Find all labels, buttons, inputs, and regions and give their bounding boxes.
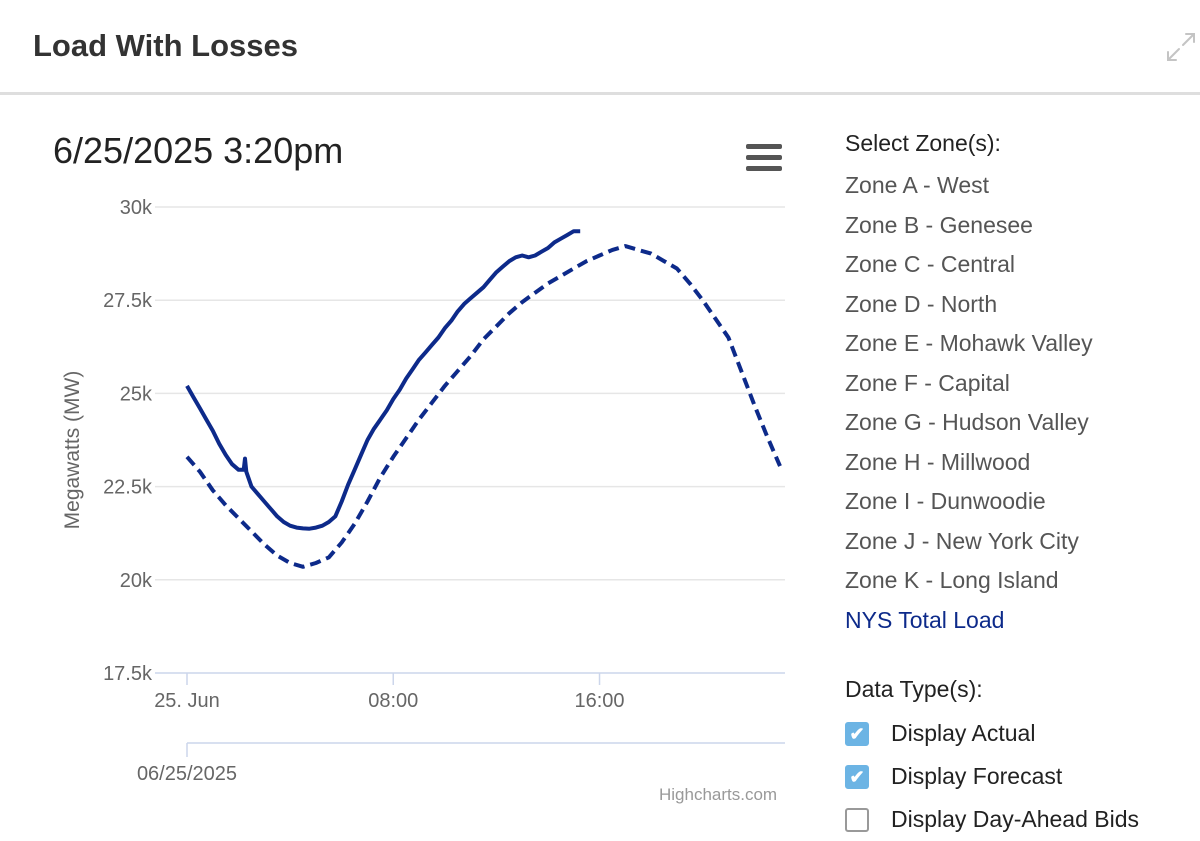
zone-item[interactable]: Zone C - Central (845, 251, 1016, 277)
y-tick-label: 22.5k (103, 477, 153, 499)
checkmark-icon: ✔ (849, 766, 865, 787)
zone-list: Zone A - West Zone B - Genesee Zone C - Ce… (845, 166, 1093, 640)
zone-item[interactable]: Zone E - Mohawk Valley (845, 330, 1093, 356)
x-tick-label: 08:00 (368, 690, 418, 712)
zone-item[interactable]: Zone D - North (845, 290, 998, 317)
zone-item[interactable]: Zone G - Hudson Valley (845, 409, 1089, 435)
data-type-option[interactable]: ✔ Display Forecast (845, 755, 1139, 798)
y-tick-label: 27.5k (103, 290, 153, 312)
data-type-option[interactable]: ✔ Display Actual (845, 712, 1139, 755)
checkbox[interactable]: ✔ (845, 721, 869, 746)
zone-item[interactable]: NYS Total Load (845, 606, 1005, 633)
data-type-list: ✔ Display Actual ✔ Display Forecast Display … (845, 712, 1139, 841)
actual-series-line (185, 229, 581, 531)
hamburger-menu-icon[interactable] (746, 144, 782, 172)
y-tick-label: 17.5k (103, 663, 153, 685)
zone-item[interactable]: Zone F - Capital (845, 369, 1010, 396)
zone-item[interactable]: Zone I - Dunwoodie (845, 488, 1046, 514)
chart-title: 6/25/2025 3:20pm (53, 130, 344, 171)
y-tick-label: 20k (120, 570, 153, 592)
panel-header: Load With Losses (0, 0, 1200, 95)
forecast-series-line (185, 244, 782, 569)
expand-arrows-icon[interactable] (1166, 32, 1196, 62)
y-tick-label: 30k (120, 197, 153, 219)
x-tick-label: 16:00 (574, 690, 624, 712)
panel-title: Load With Losses (33, 28, 298, 63)
checkmark-icon: ✔ (849, 723, 865, 744)
zone-item[interactable]: Zone K - Long Island (845, 567, 1059, 593)
y-axis-title: Megawatts (MW) (61, 371, 84, 530)
data-type-label: Display Day-Ahead Bids (891, 806, 1140, 832)
zone-item[interactable]: Zone B - Genesee (845, 211, 1033, 238)
zone-item[interactable]: Zone J - New York City (845, 527, 1079, 554)
x-tick-label: 25. Jun (154, 690, 220, 712)
checkbox[interactable]: ✔ (845, 764, 869, 789)
data-type-label: Display Forecast (891, 763, 1063, 789)
highcharts-credits-link[interactable]: Highcharts.com (659, 785, 778, 804)
y-tick-label: 25k (120, 383, 153, 405)
data-types-heading: Data Type(s): (845, 676, 983, 702)
zone-item[interactable]: Zone A - West (845, 172, 990, 198)
zones-heading: Select Zone(s): (845, 130, 1001, 156)
data-type-option[interactable]: Display Day-Ahead Bids (845, 798, 1139, 841)
navigator-date-label: 06/25/2025 (137, 763, 237, 785)
zone-item[interactable]: Zone H - Millwood (845, 448, 1031, 475)
data-type-label: Display Actual (891, 720, 1036, 746)
chart-plot: 17.5k 20k 22.5k 25k 27.5k 30k 25. Jun 08:00 16:0… (61, 197, 785, 785)
checkbox[interactable] (845, 807, 869, 832)
